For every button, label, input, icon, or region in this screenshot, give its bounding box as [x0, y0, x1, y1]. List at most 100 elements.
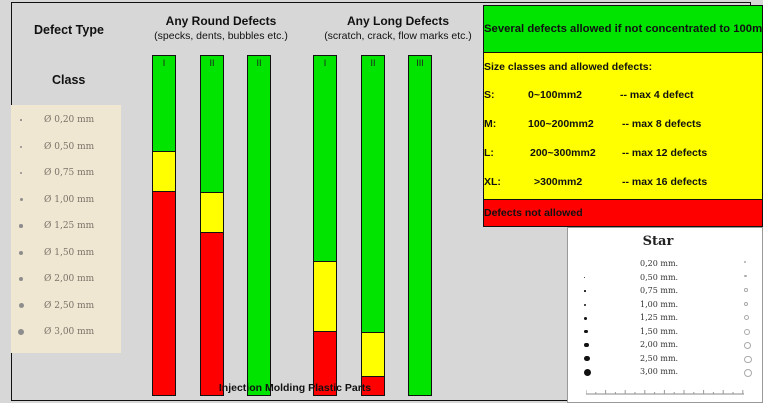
star-dot — [584, 355, 590, 362]
bar-class-label: III — [416, 58, 424, 68]
star-size-label: 0,50 mm. — [640, 272, 679, 282]
star-faint-mark — [744, 355, 752, 364]
scale-dot — [19, 250, 23, 255]
star-dot — [584, 316, 587, 320]
scale-row: Ø 1,50 mm — [11, 244, 121, 264]
legend-size-rule: -- max 12 defects — [622, 147, 708, 159]
long-defects-title: Any Long Defects — [346, 14, 449, 28]
scale-row: Ø 0,20 mm — [11, 111, 121, 131]
scale-label: Ø 3,00 mm — [44, 327, 95, 337]
star-size-label: 2,50 mm. — [640, 353, 679, 363]
bar-red-segment — [153, 192, 175, 395]
defect-bar: II — [247, 55, 271, 396]
star-dot — [584, 342, 589, 348]
star-size-label: 1,50 mm. — [640, 326, 679, 336]
legend-size-range: >300mm2 — [534, 176, 583, 188]
defect-bar: II — [361, 55, 385, 396]
defect-bar: II — [200, 55, 224, 396]
bar-green-segment — [409, 56, 431, 395]
bar-green-segment — [248, 56, 270, 395]
bar-class-label: II — [370, 58, 376, 68]
legend-green-box: Several defects allowed if not concentra… — [483, 5, 763, 53]
star-faint-mark — [744, 261, 746, 263]
scale-row: Ø 2,00 mm — [11, 270, 121, 290]
scale-dot — [20, 119, 22, 121]
defect-type-title: Defect Type — [34, 23, 104, 37]
legend-red-text: Defects not allowed — [484, 207, 583, 219]
star-dot — [584, 303, 586, 306]
scale-row: Ø 0,75 mm — [11, 164, 121, 184]
star-faint-mark — [744, 369, 753, 378]
scale-label: Ø 0,75 mm — [44, 168, 95, 178]
star-faint-mark — [744, 274, 747, 278]
star-size-row: 1,00 mm. — [568, 300, 763, 311]
legend-size-range: 100~200mm2 — [528, 118, 594, 130]
scale-dot — [18, 276, 24, 282]
bar-yellow-segment — [314, 260, 336, 333]
scale-dot — [18, 329, 24, 335]
bar-yellow-segment — [153, 151, 175, 193]
legend-size-class: M: — [484, 118, 497, 130]
legend-yellow-box: Size classes and allowed defects: S: 0~10… — [483, 53, 763, 199]
bar-class-label: II — [256, 58, 262, 68]
star-size-label: 3,00 mm. — [640, 367, 679, 376]
scale-row: Ø 0,50 mm — [11, 138, 121, 158]
legend-size-class: XL: — [484, 176, 501, 188]
scale-dot — [18, 303, 24, 308]
bar-class-label: I — [162, 58, 166, 68]
round-defects-title: Any Round Defects — [165, 14, 277, 28]
scale-dot — [19, 171, 23, 175]
scale-label: Ø 2,50 mm — [44, 300, 95, 311]
legend-size-range: 200~300mm2 — [530, 147, 596, 159]
defect-bar: III — [408, 55, 432, 396]
star-faint-mark — [744, 288, 748, 292]
star-dot — [584, 329, 588, 334]
scale-row: Ø 1,25 mm — [11, 217, 121, 237]
scale-label: Ø 0,20 mm — [44, 115, 95, 125]
star-size-row: 0,50 mm. — [568, 273, 763, 284]
scale-row: Ø 3,00 mm — [11, 323, 121, 343]
legend-size-rule: -- max 8 defects — [622, 118, 702, 130]
star-size-row: 1,50 mm. — [568, 327, 763, 338]
defect-bar: I — [313, 55, 337, 396]
star-size-row: 0,20 mm. — [568, 259, 763, 270]
scale-dot — [20, 145, 22, 148]
scale-label: Ø 1,00 mm — [44, 194, 95, 205]
legend-size-class: S: — [484, 89, 495, 101]
legend-yellow-title: Size classes and allowed defects: — [484, 61, 653, 73]
bar-class-label: I — [323, 58, 327, 68]
bar-red-segment — [362, 376, 384, 395]
scale-dot — [19, 224, 23, 228]
legend-size-class: L: — [484, 147, 494, 159]
star-reference-card: Star 0,20 mm. 0,50 mm. 0,75 mm. 1,00 mm. 1,2… — [567, 227, 763, 403]
legend-size-rule: -- max 16 defects — [622, 176, 708, 188]
legend-size-range: 0~100mm2 — [528, 89, 583, 101]
star-size-label: 0,75 mm. — [640, 286, 679, 295]
bar-red-segment — [314, 332, 336, 395]
size-scale-image: Ø 0,20 mm Ø 0,50 mm Ø 0,75 mm Ø 1,00 mm Ø 1,… — [11, 105, 121, 353]
star-size-label: 1,25 mm. — [640, 313, 679, 322]
star-title: Star — [642, 234, 674, 249]
bar-green-segment — [153, 56, 175, 152]
star-dot — [584, 290, 586, 292]
bar-yellow-segment — [362, 332, 384, 377]
star-faint-mark — [744, 315, 750, 321]
round-defects-subtitle: (specks, dents, bubbles etc.) — [154, 30, 288, 42]
star-size-label: 2,00 mm. — [640, 340, 679, 349]
star-size-label: 1,00 mm. — [640, 299, 679, 309]
bar-green-segment — [314, 56, 336, 261]
star-faint-mark — [744, 342, 751, 349]
bar-class-label: II — [209, 58, 215, 68]
bar-green-segment — [362, 56, 384, 333]
star-size-row: 0,75 mm. — [568, 286, 763, 297]
star-size-row: 2,50 mm. — [568, 354, 763, 365]
star-size-label: 0,20 mm. — [640, 259, 679, 268]
scale-label: Ø 2,00 mm — [44, 274, 95, 284]
long-defects-subtitle: (scratch, crack, flow marks etc.) — [324, 30, 472, 42]
star-size-row: 3,00 mm. — [568, 367, 763, 378]
bottom-label: Injection Molding Plastic Parts — [218, 382, 372, 394]
scale-label: Ø 1,50 mm — [44, 247, 95, 258]
star-faint-mark — [744, 328, 750, 335]
star-dot — [584, 368, 591, 376]
